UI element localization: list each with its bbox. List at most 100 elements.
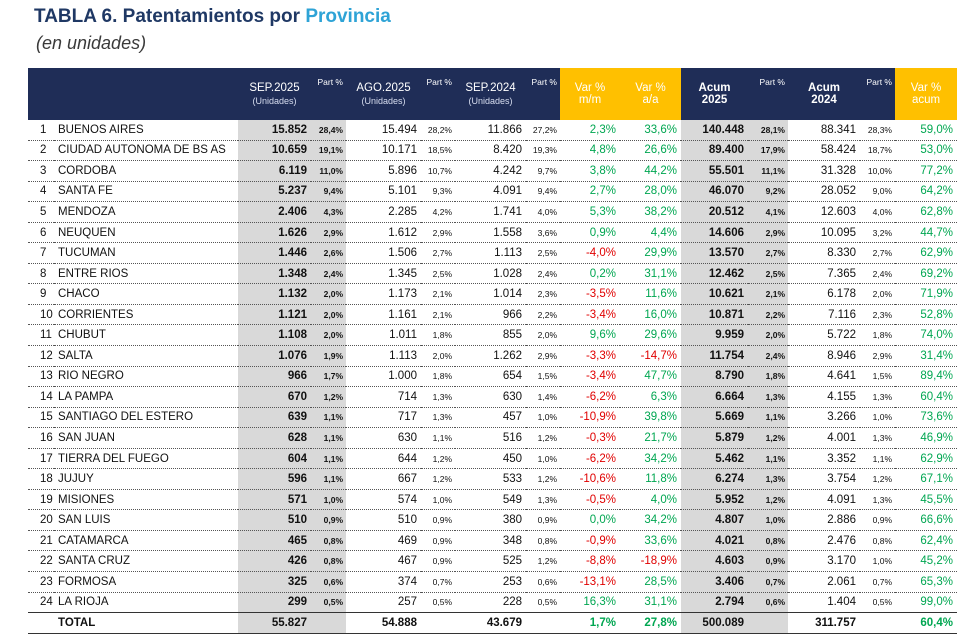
sep2024-part: 1,2%	[526, 550, 560, 573]
sep2025-part: 1,2%	[311, 386, 346, 408]
sep2025-value: 670	[238, 386, 311, 408]
acum2024-part: 1,1%	[860, 448, 895, 470]
sep2024-value: 654	[455, 366, 526, 388]
ago2025-value: 644	[346, 448, 421, 470]
ago2025-value: 469	[346, 530, 421, 552]
acum2025-value: 3.406	[681, 571, 748, 593]
ago2025-part: 1,0%	[421, 489, 455, 511]
table-row: 6 NEUQUEN 1.626 2,9% 1.612 2,9% 1.558 3,6% 0,9% 4…	[28, 222, 957, 244]
acum2024-value: 58.424	[788, 140, 860, 162]
acum2024-part: 1,5%	[860, 366, 895, 388]
var-aa: 21,7%	[620, 427, 681, 449]
sep2025-part: 1,9%	[311, 345, 346, 367]
ago2025-part: 1,8%	[421, 366, 455, 388]
row-index: 10	[28, 304, 54, 326]
table-row: 22 SANTA CRUZ 426 0,8% 467 0,9% 525 1,2% -8,8% -1…	[28, 550, 957, 573]
acum2024-part: 1,2%	[860, 468, 895, 490]
table-row: 12 SALTA 1.076 1,9% 1.113 2,0% 1.262 2,9% -3,3% -…	[28, 345, 957, 367]
acum2024-value: 2.476	[788, 530, 860, 552]
acum2025-value: 5.462	[681, 448, 748, 470]
title-highlight: Provincia	[305, 6, 391, 27]
province-name: SANTA FE	[54, 181, 238, 203]
var-acum: 62,9%	[895, 448, 957, 470]
var-aa: 4,4%	[620, 222, 681, 244]
ago2025-part: 1,2%	[421, 468, 455, 490]
var-aa: 44,2%	[620, 160, 681, 182]
sep2024-value: 8.420	[455, 140, 526, 162]
table-row: 5 MENDOZA 2.406 4,3% 2.285 4,2% 1.741 4,0% 5,3% 3…	[28, 201, 957, 223]
acum2025-part: 0,7%	[748, 571, 788, 593]
row-index: 23	[28, 571, 54, 593]
var-acum: 62,8%	[895, 201, 957, 223]
row-index: 18	[28, 468, 54, 490]
ago2025-value: 1.161	[346, 304, 421, 326]
ago2025-value: 10.171	[346, 140, 421, 162]
var-mm: -3,3%	[560, 345, 620, 367]
var-aa: 11,6%	[620, 283, 681, 305]
sep2025-part: 2,9%	[311, 222, 346, 244]
ago2025-value: 1.173	[346, 283, 421, 305]
table-subtitle: (en unidades)	[36, 33, 147, 53]
sep2024-part: 0,9%	[526, 509, 560, 531]
header-part-sep2024: Part %	[526, 68, 560, 120]
row-index: 9	[28, 283, 54, 305]
acum2024-value: 3.266	[788, 407, 860, 429]
acum2025-value: 10.621	[681, 283, 748, 305]
ago2025-part: 2,9%	[421, 222, 455, 244]
sep2025-value: 1.076	[238, 345, 311, 367]
acum2025-value: 4.021	[681, 530, 748, 552]
sep2025-part: 9,4%	[311, 181, 346, 203]
acum2024-value: 8.946	[788, 345, 860, 367]
acum2024-part: 2,4%	[860, 263, 895, 285]
sep2025-part: 0,5%	[311, 592, 346, 614]
acum2024-part: 1,3%	[860, 427, 895, 449]
acum2024-value: 3.170	[788, 550, 860, 573]
ago2025-value: 1.612	[346, 222, 421, 244]
sep2025-value: 2.406	[238, 201, 311, 223]
var-aa: 16,0%	[620, 304, 681, 326]
var-acum: 74,0%	[895, 324, 957, 347]
acum2024-value: 88.341	[788, 120, 860, 141]
total-var-mm: 1,7%	[560, 612, 620, 634]
table-row: 17 TIERRA DEL FUEGO 604 1,1% 644 1,2% 450 1,0% -…	[28, 448, 957, 470]
var-acum: 65,3%	[895, 571, 957, 593]
sep2024-part: 27,2%	[526, 120, 560, 141]
var-acum: 46,9%	[895, 427, 957, 449]
sep2025-value: 10.659	[238, 140, 311, 162]
var-mm: 5,3%	[560, 201, 620, 223]
var-mm: 0,2%	[560, 263, 620, 285]
ago2025-value: 1.000	[346, 366, 421, 388]
ago2025-part: 2,5%	[421, 263, 455, 285]
sep2025-value: 1.446	[238, 242, 311, 264]
acum2024-value: 28.052	[788, 181, 860, 203]
ago2025-part: 2,7%	[421, 242, 455, 264]
acum2024-part: 1,0%	[860, 407, 895, 429]
ago2025-value: 5.896	[346, 160, 421, 182]
sep2024-value: 630	[455, 386, 526, 408]
table-row: 16 SAN JUAN 628 1,1% 630 1,1% 516 1,2% -0,3% 21,7…	[28, 427, 957, 449]
sep2024-part: 2,4%	[526, 263, 560, 285]
table-row: 8 ENTRE RIOS 1.348 2,4% 1.345 2,5% 1.028 2,4% 0,…	[28, 263, 957, 285]
acum2025-part: 28,1%	[748, 120, 788, 141]
var-aa: -18,9%	[620, 550, 681, 573]
var-mm: -8,8%	[560, 550, 620, 573]
row-index: 24	[28, 592, 54, 614]
ago2025-value: 467	[346, 550, 421, 573]
sep2025-part: 1,1%	[311, 448, 346, 470]
row-index: 2	[28, 140, 54, 162]
var-mm: -6,2%	[560, 448, 620, 470]
total-label: TOTAL	[54, 612, 238, 634]
var-aa: 28,0%	[620, 181, 681, 203]
acum2024-value: 4.001	[788, 427, 860, 449]
var-acum: 73,6%	[895, 407, 957, 429]
row-index: 22	[28, 550, 54, 573]
ago2025-part: 1,3%	[421, 407, 455, 429]
sep2024-part: 2,3%	[526, 283, 560, 305]
acum2025-value: 12.462	[681, 263, 748, 285]
sep2025-part: 2,0%	[311, 324, 346, 347]
header-acum2024: Acum 2024	[788, 68, 860, 120]
province-name: CORDOBA	[54, 160, 238, 182]
sep2024-value: 11.866	[455, 120, 526, 141]
acum2025-value: 140.448	[681, 120, 748, 141]
var-acum: 44,7%	[895, 222, 957, 244]
